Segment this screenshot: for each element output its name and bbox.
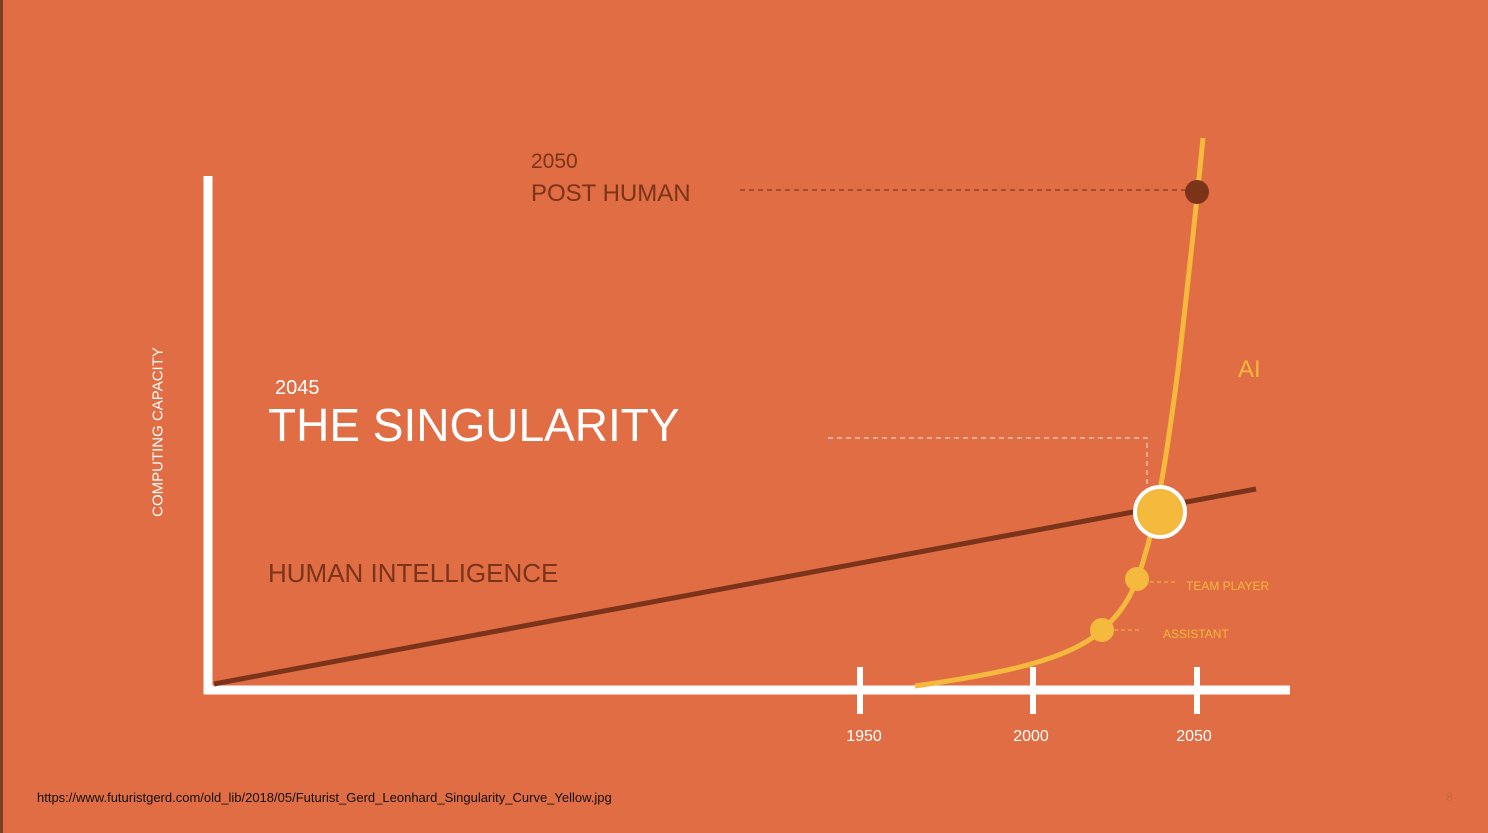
post-human-title: POST HUMAN (531, 180, 691, 207)
ai-label: AI (1238, 356, 1261, 383)
source-url: https://www.futuristgerd.com/old_lib/201… (37, 790, 612, 805)
team-player-label: TEAM PLAYER (1186, 579, 1270, 593)
assistant-dot (1090, 618, 1114, 642)
page-number: 8 (1446, 790, 1453, 804)
ai-curve (914, 137, 1206, 689)
post-human-year: 2050 (531, 150, 578, 173)
singularity-leader-line (828, 437, 1148, 492)
post-human-dot (1185, 180, 1209, 204)
assistant-label: ASSISTANT (1163, 627, 1229, 641)
human-intelligence-line (213, 486, 1257, 687)
x-tick-label-1950: 1950 (846, 728, 882, 745)
singularity-year: 2045 (275, 377, 320, 399)
team-player-dot (1125, 567, 1149, 591)
singularity-dot (1133, 485, 1187, 539)
x-tick-label-2050: 2050 (1176, 728, 1212, 745)
slide-edge (0, 0, 3, 833)
singularity-title: THE SINGULARITY (268, 399, 680, 451)
human-intelligence-label: HUMAN INTELLIGENCE (268, 558, 559, 588)
y-axis-label: COMPUTING CAPACITY (149, 347, 167, 517)
x-tick-label-2000: 2000 (1013, 728, 1049, 745)
